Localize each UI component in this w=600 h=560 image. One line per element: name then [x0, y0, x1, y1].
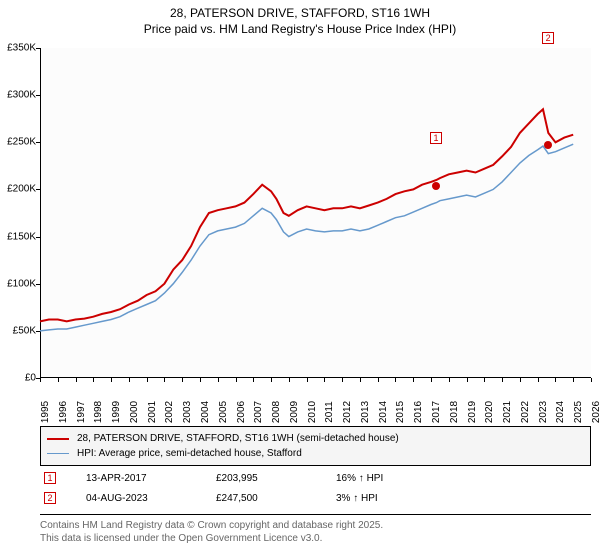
- x-tick-label: 2009: [289, 401, 300, 423]
- legend-item: HPI: Average price, semi-detached house,…: [47, 446, 584, 461]
- sales-date: 04-AUG-2023: [86, 493, 216, 504]
- attribution-line2: This data is licensed under the Open Gov…: [40, 532, 591, 545]
- sale-marker-2: 2: [542, 32, 554, 44]
- y-tick-label: £250K: [7, 137, 36, 148]
- x-tick-label: 1996: [58, 401, 69, 423]
- x-tick-label: 2015: [395, 401, 406, 423]
- y-tick-label: £150K: [7, 231, 36, 242]
- y-tick-label: £100K: [7, 278, 36, 289]
- legend-label: HPI: Average price, semi-detached house,…: [77, 446, 302, 461]
- sales-price: £203,995: [216, 473, 336, 484]
- legend: 28, PATERSON DRIVE, STAFFORD, ST16 1WH (…: [40, 426, 591, 466]
- x-tick-label: 2023: [538, 401, 549, 423]
- y-axis-labels: £0£50K£100K£150K£200K£250K£300K£350K: [0, 48, 38, 378]
- y-tick: [36, 189, 40, 190]
- series-hpi: [40, 144, 573, 331]
- x-tick-label: 2017: [431, 401, 442, 423]
- x-tick-label: 2008: [271, 401, 282, 423]
- sales-marker-box: 1: [44, 472, 56, 484]
- y-tick-label: £300K: [7, 90, 36, 101]
- sale-point-1: [432, 182, 440, 190]
- legend-swatch: [47, 438, 69, 440]
- y-tick: [36, 237, 40, 238]
- sales-row: 2 04-AUG-2023£247,5003% ↑ HPI: [40, 488, 591, 508]
- y-tick: [36, 95, 40, 96]
- x-tick-label: 1995: [40, 401, 51, 423]
- chart-container: 28, PATERSON DRIVE, STAFFORD, ST16 1WH P…: [0, 0, 600, 560]
- sales-table: 1 13-APR-2017£203,99516% ↑ HPI 2 04-AUG-202…: [40, 468, 591, 508]
- x-tick-label: 2024: [555, 401, 566, 423]
- x-tick-label: 2021: [502, 401, 513, 423]
- x-tick: [591, 378, 592, 382]
- x-tick-label: 2002: [164, 401, 175, 423]
- x-tick-label: 2004: [200, 401, 211, 423]
- legend-swatch: [47, 453, 69, 455]
- chart-title: 28, PATERSON DRIVE, STAFFORD, ST16 1WH P…: [0, 0, 600, 37]
- sale-marker-1: 1: [430, 132, 442, 144]
- x-tick-label: 2016: [413, 401, 424, 423]
- x-tick-label: 2025: [573, 401, 584, 423]
- y-tick: [36, 331, 40, 332]
- x-tick-label: 1999: [111, 401, 122, 423]
- y-tick-label: £0: [25, 373, 36, 384]
- sales-marker-box: 2: [44, 492, 56, 504]
- y-tick: [36, 48, 40, 49]
- x-tick-label: 2018: [449, 401, 460, 423]
- sales-diff: 16% ↑ HPI: [336, 473, 436, 484]
- x-tick-label: 2026: [591, 401, 600, 423]
- sales-price: £247,500: [216, 493, 336, 504]
- x-tick-label: 2000: [129, 401, 140, 423]
- sale-point-2: [544, 141, 552, 149]
- y-tick: [36, 284, 40, 285]
- x-tick-label: 2022: [520, 401, 531, 423]
- x-tick-label: 1998: [93, 401, 104, 423]
- x-tick-label: 2001: [147, 401, 158, 423]
- sales-diff: 3% ↑ HPI: [336, 493, 436, 504]
- x-tick-label: 2019: [467, 401, 478, 423]
- x-tick-label: 2012: [342, 401, 353, 423]
- x-tick-label: 2005: [218, 401, 229, 423]
- series-price_paid: [40, 109, 573, 321]
- plot-area: 12: [40, 48, 591, 378]
- chart-lines: [40, 48, 591, 378]
- attribution: Contains HM Land Registry data © Crown c…: [40, 514, 591, 545]
- attribution-line1: Contains HM Land Registry data © Crown c…: [40, 519, 591, 532]
- x-tick-label: 1997: [76, 401, 87, 423]
- y-tick-label: £200K: [7, 184, 36, 195]
- y-tick-label: £350K: [7, 43, 36, 54]
- x-tick-label: 2014: [378, 401, 389, 423]
- x-tick-label: 2020: [484, 401, 495, 423]
- x-tick-label: 2013: [360, 401, 371, 423]
- sales-row: 1 13-APR-2017£203,99516% ↑ HPI: [40, 468, 591, 488]
- x-tick-label: 2007: [253, 401, 264, 423]
- sales-date: 13-APR-2017: [86, 473, 216, 484]
- y-tick: [36, 142, 40, 143]
- y-tick-label: £50K: [13, 325, 36, 336]
- legend-label: 28, PATERSON DRIVE, STAFFORD, ST16 1WH (…: [77, 431, 399, 446]
- x-tick-label: 2006: [236, 401, 247, 423]
- x-tick-label: 2011: [324, 401, 335, 423]
- x-axis-labels: 1995 1996 1997 1998 1999 2000 2001 2002 2003 2004…: [40, 382, 591, 422]
- x-tick-label: 2010: [307, 401, 318, 423]
- legend-item: 28, PATERSON DRIVE, STAFFORD, ST16 1WH (…: [47, 431, 584, 446]
- title-address: 28, PATERSON DRIVE, STAFFORD, ST16 1WH: [0, 6, 600, 22]
- x-tick-label: 2003: [182, 401, 193, 423]
- title-subtitle: Price paid vs. HM Land Registry's House …: [0, 22, 600, 38]
